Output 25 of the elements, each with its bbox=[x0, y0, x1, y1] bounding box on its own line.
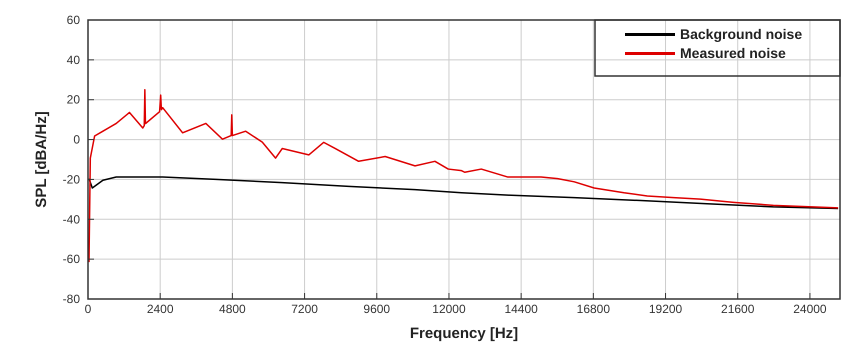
y-tick-label: -40 bbox=[62, 212, 80, 226]
y-tick-label: 40 bbox=[66, 52, 80, 67]
x-tick-label: 4800 bbox=[219, 302, 246, 316]
y-tick-label: 60 bbox=[66, 13, 80, 27]
x-axis-title: Frequency [Hz] bbox=[410, 325, 518, 342]
y-tick-label: -20 bbox=[62, 172, 80, 186]
y-tick-label: 20 bbox=[66, 92, 80, 107]
x-tick-label: 24000 bbox=[793, 302, 827, 316]
x-tick-label: 21600 bbox=[721, 302, 755, 316]
x-tick-label: 7200 bbox=[291, 302, 318, 316]
x-tick-label: 2400 bbox=[146, 302, 174, 316]
x-tick-label: 16800 bbox=[576, 302, 610, 316]
legend-label: Background noise bbox=[680, 26, 802, 42]
legend-label: Measured noise bbox=[680, 45, 786, 61]
x-tick-label: 12000 bbox=[432, 302, 466, 316]
y-tick-label: -60 bbox=[62, 252, 80, 266]
x-tick-label: 19200 bbox=[648, 302, 683, 316]
x-tick-label: 9600 bbox=[363, 302, 390, 316]
y-tick-label: 0 bbox=[73, 132, 80, 147]
line-series bbox=[88, 89, 839, 263]
line-series bbox=[88, 176, 839, 210]
x-tick-label: 0 bbox=[84, 302, 92, 316]
x-tick-label: 14400 bbox=[504, 302, 538, 316]
y-axis-title: SPL [dBA/Hz] bbox=[33, 111, 50, 208]
y-tick-label: -80 bbox=[62, 292, 80, 306]
